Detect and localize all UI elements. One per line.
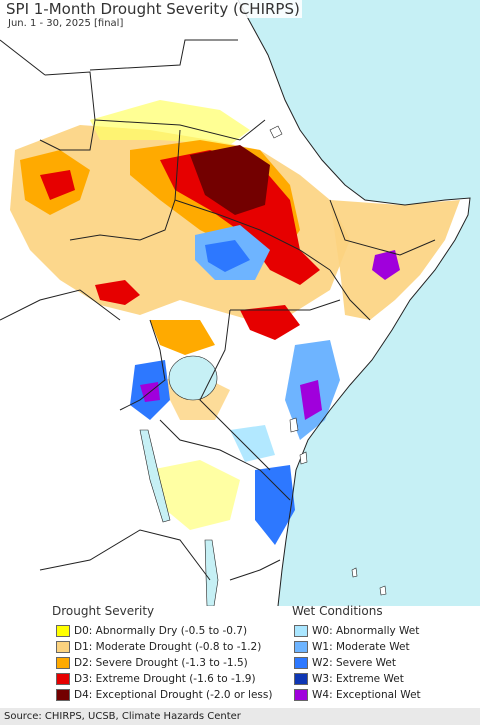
map-canvas [0,0,480,606]
legend-item-w2: W2: Severe Wet [294,656,396,670]
legend-swatch [56,657,70,669]
legend-drought-title: Drought Severity [52,604,155,618]
legend-swatch [294,657,308,669]
w0-scatter [230,425,275,462]
legend-item-d3: D3: Extreme Drought (-1.6 to -1.9) [56,672,256,686]
legend-label: W0: Abnormally Wet [312,625,420,637]
w2-tanzania-coast [255,465,295,545]
d0-lower [150,460,240,530]
legend-item-w0: W0: Abnormally Wet [294,624,419,638]
map-title: SPI 1-Month Drought Severity (CHIRPS) [4,0,302,18]
legend-item-w3: W3: Extreme Wet [294,672,404,686]
legend-item-w4: W4: Exceptional Wet [294,688,421,702]
legend-label: D0: Abnormally Dry (-0.5 to -0.7) [74,625,248,637]
coastline [237,0,471,606]
legend-label: D2: Severe Drought (-1.3 to -1.5) [74,657,248,669]
w4-somalia [372,250,400,280]
d4-core [190,145,270,215]
legend-swatch [294,641,308,653]
d3-central [160,150,320,285]
legend-swatch [294,689,308,701]
map-subtitle: Jun. 1 - 30, 2025 [final] [6,18,126,29]
legend-item-w1: W1: Moderate Wet [294,640,410,654]
legend-item-d1: D1: Moderate Drought (-0.8 to -1.2) [56,640,261,654]
d3-south [240,305,300,340]
legend-label: D4: Exceptional Drought (-2.0 or less) [74,689,273,701]
legend-swatch [56,689,70,701]
legend-swatch [56,625,70,637]
legend-label: W1: Moderate Wet [312,641,410,653]
lake-victoria [168,355,218,401]
legend-label: W4: Exceptional Wet [312,689,421,701]
d3-southwest [95,280,140,305]
d2-uganda [150,320,215,355]
w2-central [205,240,250,272]
islands [269,125,387,596]
legend-wet-title: Wet Conditions [292,604,383,618]
legend: Drought Severity Wet Conditions D0: Abno… [0,604,480,710]
d3-west [40,170,75,200]
country-borders [0,39,436,581]
legend-label: D1: Moderate Drought (-0.8 to -1.2) [74,641,262,653]
lake-tanganyika [139,429,171,523]
w4-coast [300,380,322,420]
source-footer: Source: CHIRPS, UCSB, Climate Hazards Ce… [0,708,480,725]
legend-label: W3: Extreme Wet [312,673,404,685]
legend-swatch [294,625,308,637]
legend-label: W2: Severe Wet [312,657,396,669]
legend-label: D3: Extreme Drought (-1.6 to -1.9) [74,673,256,685]
legend-item-d4: D4: Exceptional Drought (-2.0 or less) [56,688,272,702]
d0-north [90,100,250,145]
legend-swatch [56,673,70,685]
legend-swatch [56,641,70,653]
red-sea [238,0,480,200]
legend-item-d2: D2: Severe Drought (-1.3 to -1.5) [56,656,248,670]
legend-item-d0: D0: Abnormally Dry (-0.5 to -0.7) [56,624,247,638]
legend-swatch [294,673,308,685]
drought-map: SPI 1-Month Drought Severity (CHIRPS) Ju… [0,0,480,606]
